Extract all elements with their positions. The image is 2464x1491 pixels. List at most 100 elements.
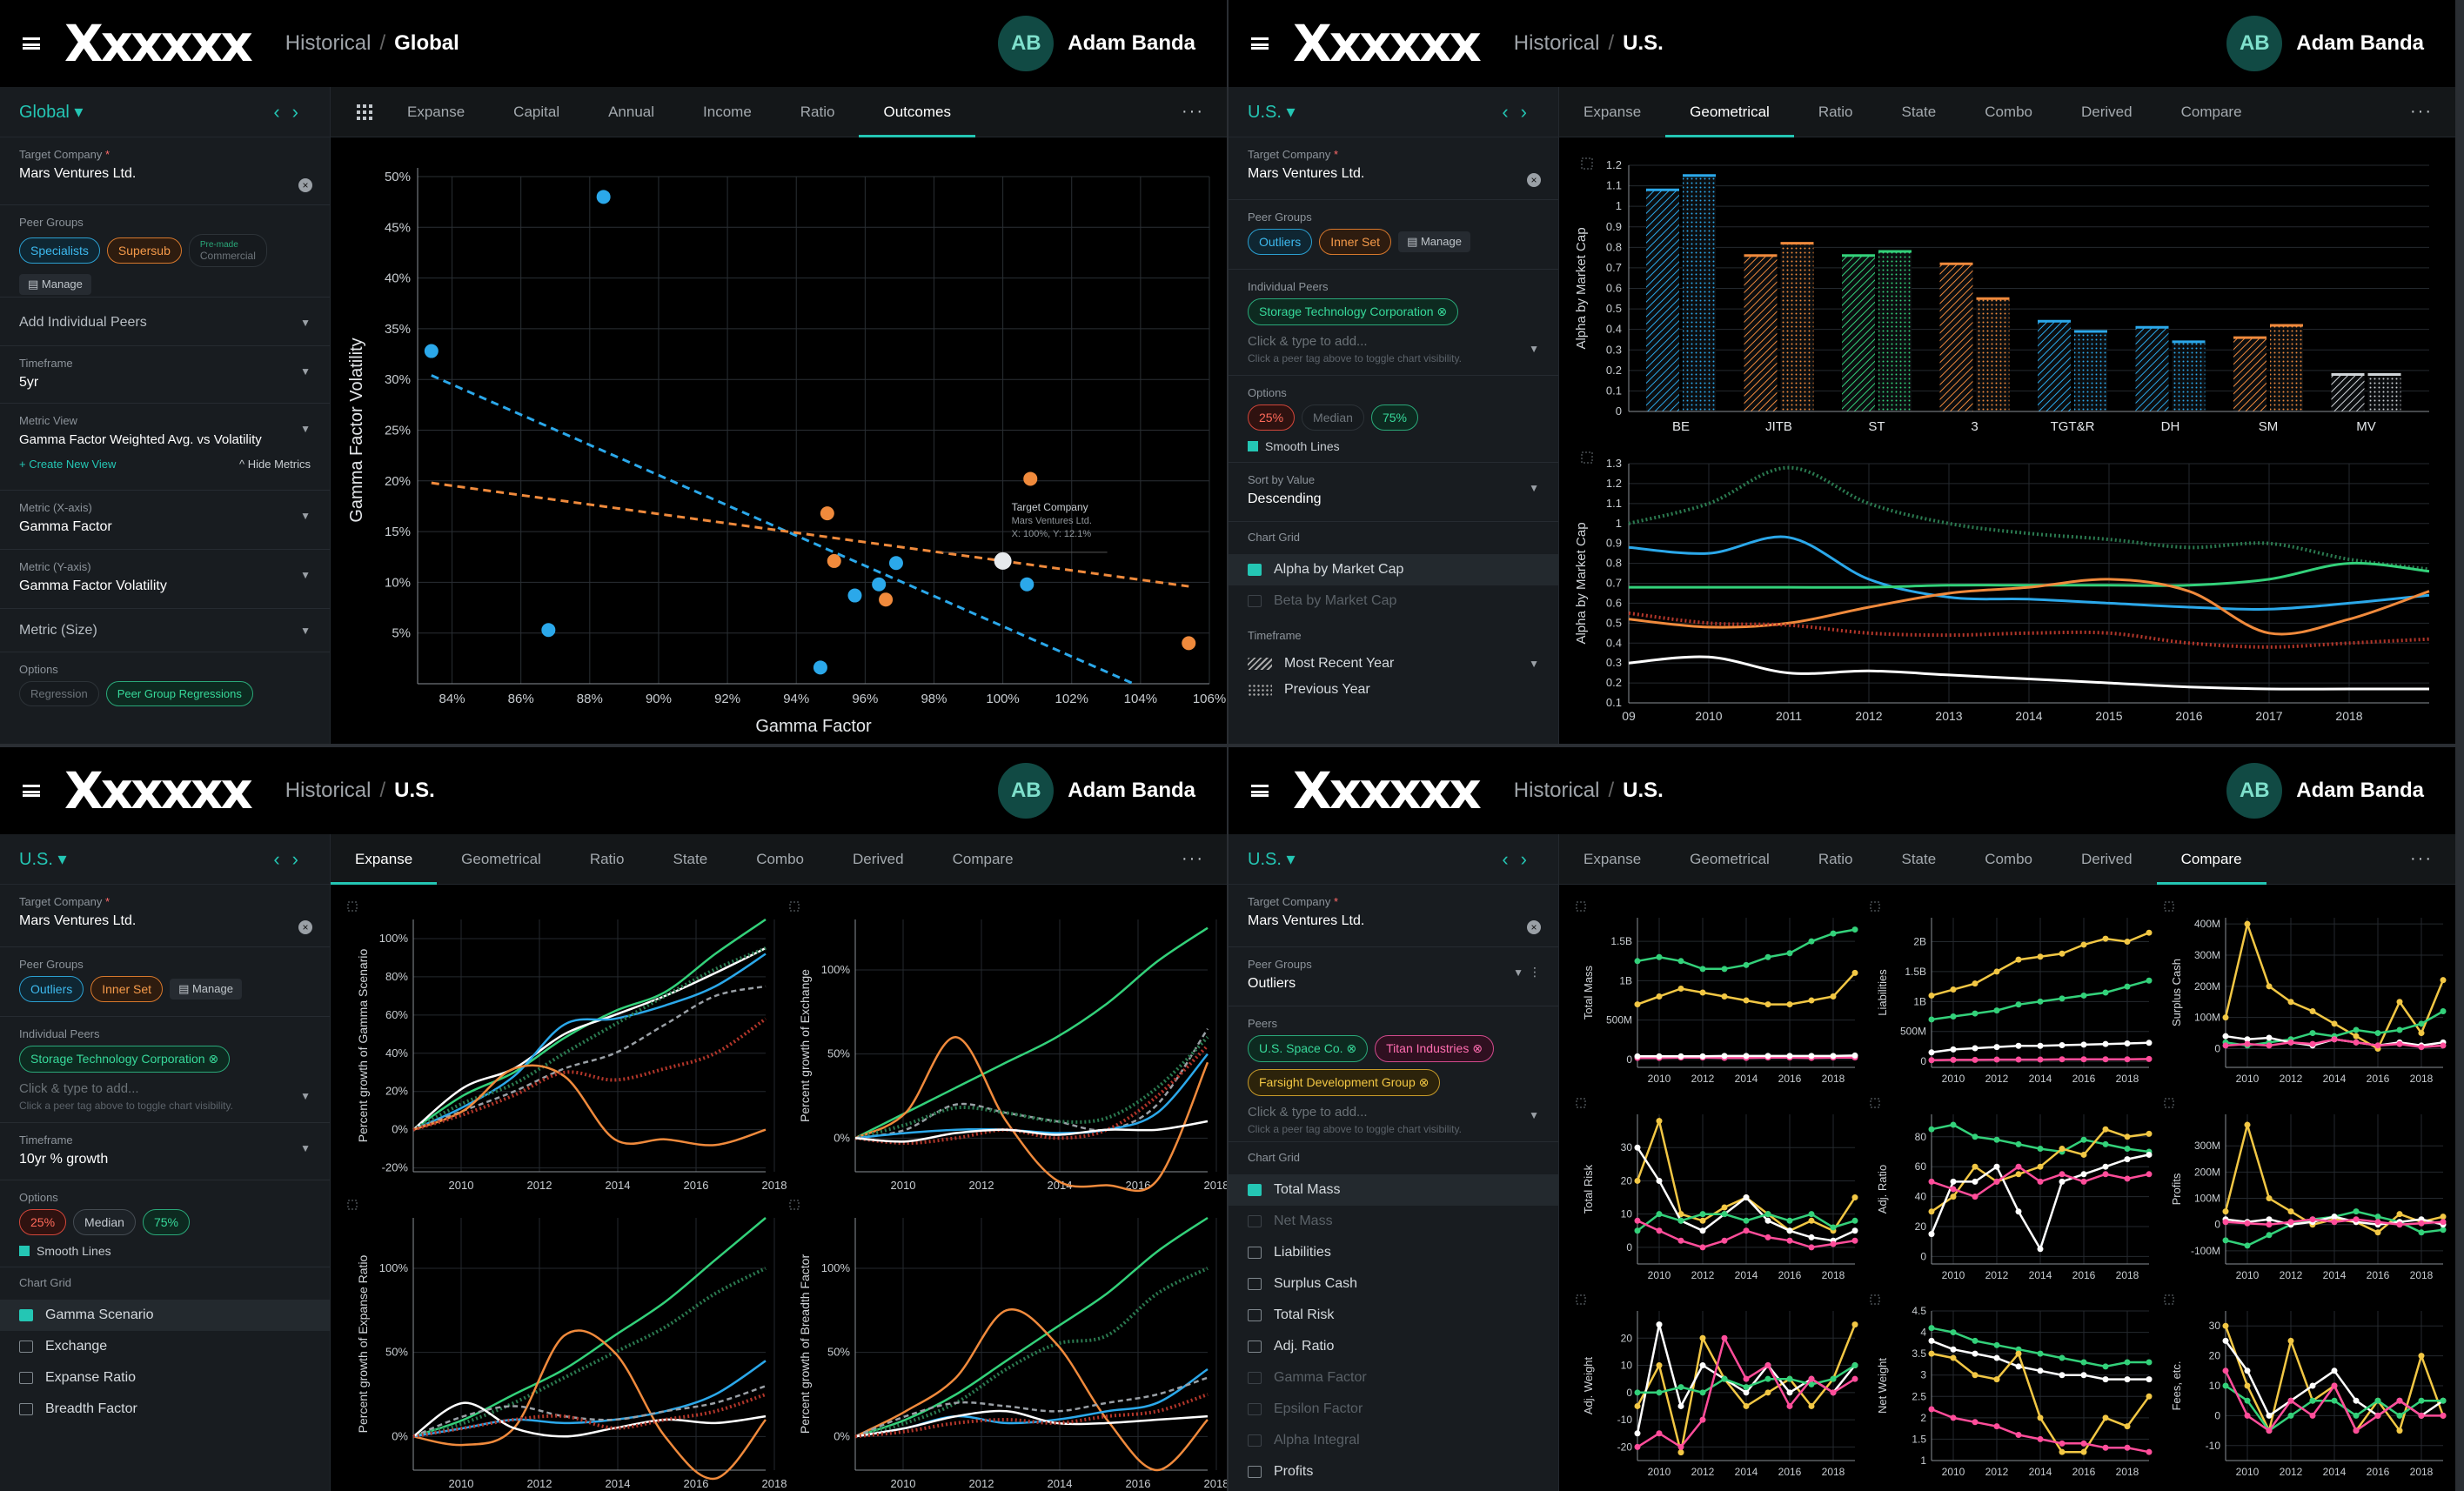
- chevron-down-icon[interactable]: ▼: [300, 510, 311, 522]
- smooth-lines-checkbox[interactable]: Smooth Lines: [19, 1244, 311, 1258]
- clear-icon[interactable]: ×: [298, 920, 312, 934]
- user-name[interactable]: Adam Banda: [2296, 31, 2424, 55]
- smooth-lines-checkbox[interactable]: Smooth Lines: [1248, 439, 1539, 453]
- grid-item-liabilities[interactable]: Liabilities: [1229, 1237, 1558, 1268]
- nav-arrows-icon[interactable]: ‹›: [1502, 847, 1539, 870]
- user-name[interactable]: Adam Banda: [1068, 779, 1195, 802]
- metric-y-select[interactable]: Gamma Factor Volatility: [19, 578, 167, 593]
- grid-item-epsilon-factor[interactable]: Epsilon Factor: [1229, 1394, 1558, 1425]
- grid-item-beta[interactable]: Beta by Market Cap: [1229, 585, 1558, 617]
- avatar[interactable]: AB: [998, 763, 1055, 819]
- scope-selector[interactable]: U.S. ▾: [1248, 850, 1296, 869]
- grid-item-total-mass[interactable]: Total Mass: [1229, 1174, 1558, 1206]
- tab-geometrical[interactable]: Geometrical: [461, 850, 541, 867]
- grid-item-breadth-factor[interactable]: Breadth Factor: [0, 1394, 330, 1425]
- tab-expanse[interactable]: Expanse: [407, 103, 465, 120]
- user-menu[interactable]: AB Adam Banda: [998, 16, 1195, 71]
- hide-metrics-link[interactable]: ^ Hide Metrics: [239, 458, 311, 471]
- geometrical-charts[interactable]: 0 0.1 0.2 0.3 0.4 0.5 0.6 0.7 0.8 0.9 1 1.1 1.2 Alpha…: [1559, 137, 2455, 744]
- scope-selector[interactable]: U.S. ▾: [19, 850, 67, 869]
- grid-item-gamma-scenario[interactable]: Gamma Scenario: [0, 1300, 330, 1331]
- grid-item-exchange[interactable]: Exchange: [0, 1331, 330, 1362]
- peer-group-regressions-chip[interactable]: Peer Group Regressions: [105, 681, 253, 706]
- chevron-down-icon[interactable]: ▼: [1529, 482, 1539, 494]
- sort-select[interactable]: Descending: [1248, 491, 1322, 506]
- tab-capital[interactable]: Capital: [513, 103, 560, 120]
- user-menu[interactable]: AB Adam Banda: [998, 763, 1195, 819]
- menu-icon[interactable]: [23, 785, 40, 797]
- chevron-down-icon[interactable]: ▼: [1529, 343, 1539, 355]
- chevron-down-icon[interactable]: ▼: [300, 317, 311, 329]
- breadcrumb-root[interactable]: Historical: [285, 779, 372, 802]
- target-company-input[interactable]: Mars Ventures Ltd.: [1248, 913, 1365, 928]
- timeframe-select[interactable]: 5yr: [19, 375, 39, 390]
- tab-compare[interactable]: Compare: [2156, 834, 2266, 885]
- tab-income[interactable]: Income: [703, 103, 752, 120]
- metric-size-select[interactable]: Metric (Size): [19, 623, 97, 638]
- user-name[interactable]: Adam Banda: [1068, 31, 1195, 55]
- scope-selector[interactable]: U.S. ▾: [1248, 103, 1296, 122]
- chevron-down-icon[interactable]: ▼: [300, 365, 311, 378]
- timeframe-select[interactable]: 10yr % growth: [19, 1152, 109, 1167]
- user-name[interactable]: Adam Banda: [2296, 779, 2424, 802]
- create-view-link[interactable]: + Create New View: [19, 458, 117, 471]
- metric-view-select[interactable]: Gamma Factor Weighted Avg. vs Volatility: [19, 432, 262, 447]
- tab-combo[interactable]: Combo: [756, 850, 805, 867]
- tab-annual[interactable]: Annual: [608, 103, 655, 120]
- clear-icon[interactable]: ×: [1527, 173, 1541, 187]
- grid-item-adj-ratio[interactable]: Adj. Ratio: [1229, 1331, 1558, 1362]
- avatar[interactable]: AB: [2226, 16, 2283, 71]
- tab-derived[interactable]: Derived: [2081, 850, 2133, 867]
- chevron-down-icon[interactable]: ▼: [300, 1090, 311, 1102]
- expanse-charts[interactable]: -20% 0% 20% 40% 60% 80% 100% 2010 2012 2014 2016 20…: [331, 885, 1227, 1491]
- tab-state[interactable]: State: [1901, 850, 1937, 867]
- individual-peer-chip[interactable]: Storage Technology Corporation ⊗: [1248, 298, 1459, 325]
- peer-group-chip[interactable]: Supersub: [106, 237, 182, 264]
- peer-chip[interactable]: Farsight Development Group ⊗: [1248, 1069, 1441, 1096]
- chevron-down-icon[interactable]: ▼: [1513, 966, 1523, 979]
- peer-group-chip[interactable]: Outliers: [19, 976, 84, 1002]
- grid-item-total-risk[interactable]: Total Risk: [1229, 1300, 1558, 1331]
- chevron-down-icon[interactable]: ▼: [300, 569, 311, 581]
- clear-icon[interactable]: ×: [1527, 920, 1541, 934]
- tab-ratio[interactable]: Ratio: [1818, 103, 1853, 120]
- grid-icon[interactable]: [357, 104, 372, 120]
- tab-combo[interactable]: Combo: [1985, 103, 2033, 120]
- tab-state[interactable]: State: [1901, 103, 1937, 120]
- logo[interactable]: Xxxxxx: [64, 14, 253, 73]
- peer-group-chip[interactable]: Inner Set: [1319, 229, 1392, 255]
- option-25-chip[interactable]: 25%: [1248, 405, 1296, 431]
- timeframe-recent[interactable]: Most Recent Year ▼: [1229, 651, 1558, 677]
- grid-item-profits[interactable]: Profits: [1229, 1456, 1558, 1488]
- individual-peer-chip[interactable]: Storage Technology Corporation ⊗: [19, 1046, 231, 1073]
- menu-icon[interactable]: [23, 37, 40, 50]
- tab-ratio[interactable]: Ratio: [589, 850, 625, 867]
- manage-button[interactable]: ▤ Manage: [1398, 231, 1470, 252]
- avatar[interactable]: AB: [2226, 763, 2283, 819]
- scope-selector[interactable]: Global ▾: [19, 103, 84, 122]
- tab-derived[interactable]: Derived: [2081, 103, 2133, 120]
- tab-derived[interactable]: Derived: [853, 850, 904, 867]
- add-peers-field[interactable]: Add Individual Peers: [19, 315, 147, 330]
- logo[interactable]: Xxxxxx: [1293, 761, 1482, 820]
- chevron-down-icon[interactable]: ▼: [300, 423, 311, 435]
- grid-item-expanse-ratio[interactable]: Expanse Ratio: [0, 1362, 330, 1394]
- menu-icon[interactable]: [1251, 785, 1269, 797]
- kebab-icon[interactable]: ⋮: [1529, 965, 1541, 979]
- tab-expanse[interactable]: Expanse: [1584, 103, 1642, 120]
- option-25-chip[interactable]: 25%: [19, 1209, 67, 1235]
- tab-compare[interactable]: Compare: [2180, 103, 2242, 120]
- menu-icon[interactable]: [1251, 37, 1269, 50]
- grid-item-alpha-integral[interactable]: Alpha Integral: [1229, 1425, 1558, 1456]
- option-75-chip[interactable]: 75%: [1370, 405, 1418, 431]
- chevron-down-icon[interactable]: ▼: [300, 625, 311, 637]
- nav-arrows-icon[interactable]: ‹›: [273, 847, 311, 870]
- tab-outcomes[interactable]: Outcomes: [859, 87, 976, 137]
- tab-combo[interactable]: Combo: [1985, 850, 2033, 867]
- breadcrumb-root[interactable]: Historical: [1513, 31, 1600, 55]
- tab-ratio[interactable]: Ratio: [1818, 850, 1853, 867]
- tab-expanse[interactable]: Expanse: [1584, 850, 1642, 867]
- peer-group-chip[interactable]: Outliers: [1248, 229, 1313, 255]
- clear-icon[interactable]: ×: [298, 178, 312, 192]
